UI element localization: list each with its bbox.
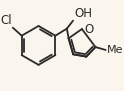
Text: Me: Me — [107, 45, 123, 55]
Text: O: O — [85, 23, 94, 35]
Text: Cl: Cl — [0, 14, 12, 27]
Text: OH: OH — [74, 7, 92, 20]
